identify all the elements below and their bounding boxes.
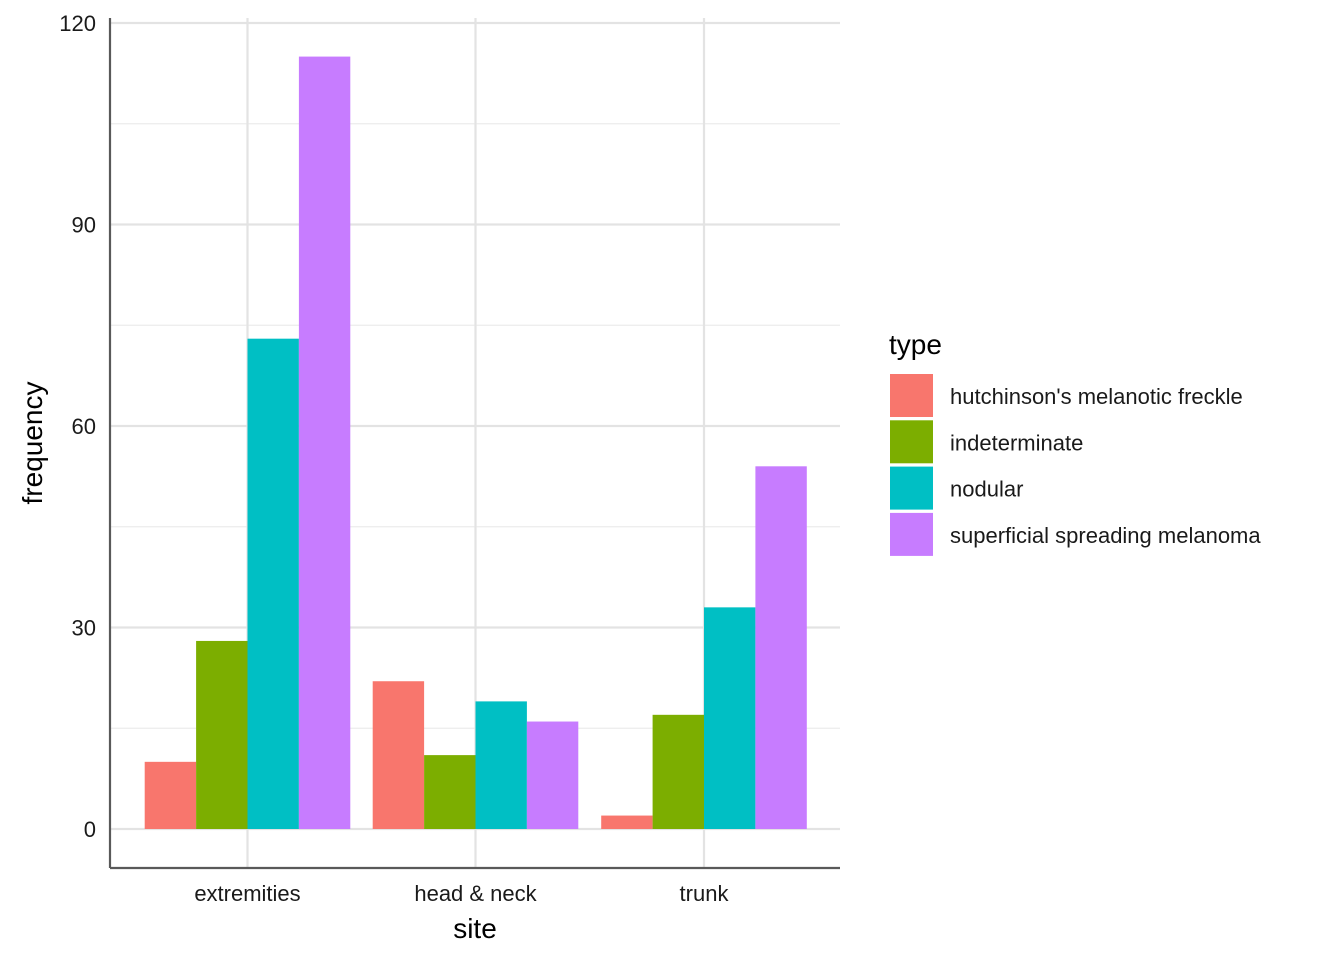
x-tick-label: extremities bbox=[194, 881, 300, 906]
bar-trunk-3 bbox=[755, 466, 807, 829]
legend-label: nodular bbox=[950, 477, 1023, 502]
axes bbox=[108, 18, 840, 870]
bar-head-neck-1 bbox=[424, 755, 476, 829]
bar-head-neck-3 bbox=[526, 721, 579, 829]
bar-extremities-2 bbox=[247, 338, 299, 829]
y-tick-label: 30 bbox=[72, 616, 96, 641]
legend-label: indeterminate bbox=[950, 430, 1083, 455]
legend-swatch bbox=[890, 374, 933, 417]
bar-head-neck-0 bbox=[372, 681, 425, 829]
bars-group bbox=[144, 56, 807, 830]
legend-swatch bbox=[890, 420, 933, 464]
x-tick-label: head & neck bbox=[414, 881, 537, 906]
legend-swatch bbox=[890, 466, 933, 510]
x-axis-title: site bbox=[453, 913, 497, 944]
y-tick-label: 120 bbox=[59, 11, 96, 36]
bar-extremities-3 bbox=[298, 56, 351, 830]
y-axis-title: frequency bbox=[17, 382, 48, 505]
bar-trunk-1 bbox=[652, 714, 704, 829]
y-tick-label: 0 bbox=[84, 817, 96, 842]
x-tick-label: trunk bbox=[680, 881, 730, 906]
y-tick-label: 60 bbox=[72, 414, 96, 439]
legend-items: hutchinson's melanotic freckle indetermin… bbox=[890, 374, 1261, 556]
legend-swatch bbox=[890, 512, 933, 556]
legend: type hutchinson's melanotic freckle indet… bbox=[889, 329, 1261, 556]
y-tick-label: 90 bbox=[72, 213, 96, 238]
x-tick-labels: extremities head & neck trunk bbox=[194, 881, 729, 906]
y-tick-labels: 0 30 60 90 120 bbox=[59, 11, 96, 842]
legend-label: hutchinson's melanotic freckle bbox=[950, 384, 1243, 409]
bar-extremities-0 bbox=[144, 761, 197, 829]
bar-extremities-1 bbox=[196, 640, 248, 829]
bar-trunk-0 bbox=[601, 815, 653, 829]
bar-head-neck-2 bbox=[475, 701, 527, 829]
bar-trunk-2 bbox=[704, 607, 756, 829]
legend-label: superficial spreading melanoma bbox=[950, 523, 1261, 548]
legend-title: type bbox=[889, 329, 942, 360]
